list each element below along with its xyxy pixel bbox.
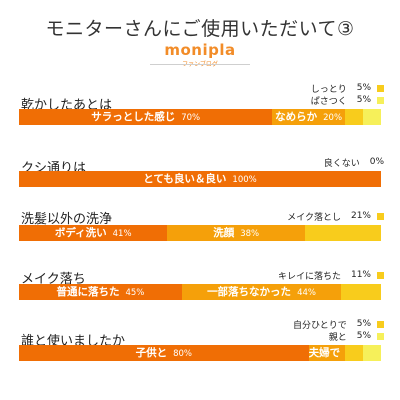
segment-category: 普通に落ちた <box>56 286 120 298</box>
chart-section: 洗髪以外の洗浄 メイク落とし 21% ボディ洗い 41% 洗顔 38% <box>0 203 400 283</box>
chart-section: 乾かしたあとは しっとり 5% ぱさつく 5% サラっとした感じ 70% なめらか 20% <box>0 82 400 162</box>
bar-segment: なめらか 20% <box>272 109 345 125</box>
segment-label: とても良い＆良い 100% <box>19 171 381 187</box>
segment-value: 20% <box>323 113 343 123</box>
chart-title: 洗髪以外の洗浄 <box>21 212 113 227</box>
legend-label: 自分ひとりで <box>292 320 347 331</box>
segment-category: 洗顔 <box>213 227 235 239</box>
legend-swatch <box>377 332 384 340</box>
legend-label: 良くない <box>323 158 360 169</box>
segment-value: 38% <box>240 229 260 239</box>
bar-segment <box>362 345 381 361</box>
segment-value: 80% <box>173 349 192 359</box>
segment-category: なめらか <box>275 111 318 123</box>
segment-label: 一部落ちなかった 44% <box>182 284 341 300</box>
bar-segment: 一部落ちなかった 44% <box>181 284 342 300</box>
bar-segment: サラっとした感じ 70% <box>19 109 273 125</box>
segment-value: 100% <box>232 175 257 185</box>
legend-value: 5% <box>356 83 371 93</box>
legend-entry: ぱさつく 5% <box>310 94 384 107</box>
segment-label: 洗顔 38% <box>167 225 305 241</box>
segment-category: ボディ洗い <box>54 227 107 239</box>
segment-category: とても良い＆良い <box>143 173 227 185</box>
segment-category: 一部落ちなかった <box>207 286 292 298</box>
segment-label: 子供と 80% <box>19 345 309 361</box>
bar-segment <box>304 225 381 241</box>
bar-segment: ボディ洗い 41% <box>19 225 168 241</box>
segment-label: なめらか 20% <box>272 109 344 125</box>
bar-segment: 子供と 80% <box>19 345 309 361</box>
segment-label: 普通に落ちた 45% <box>19 284 182 300</box>
bar-segment: 洗顔 38% <box>167 225 305 241</box>
legend-value: 11% <box>350 270 371 280</box>
monipla-logo: monipla <box>164 41 236 59</box>
segment-category: サラっとした感じ <box>91 111 176 123</box>
segment-label: ボディ洗い 41% <box>19 225 167 241</box>
legend-entry: キレイに落ちた 11% <box>277 269 384 282</box>
legend-swatch <box>377 271 384 279</box>
bar-segment: 夫婦で10% <box>308 345 345 361</box>
legend-label: ぱさつく <box>310 96 347 107</box>
legend-value: 5% <box>356 95 371 105</box>
legend-entry: しっとり 5% <box>310 82 384 95</box>
bar-segment <box>341 284 381 300</box>
segment-value: 45% <box>125 288 145 298</box>
legend-entry: 良くない 0% <box>323 156 384 169</box>
segment-label: 夫婦で10% <box>309 345 345 361</box>
legend-value: 0% <box>369 157 384 167</box>
bar-segment <box>362 109 381 125</box>
chart-section: クシ通りは 良くない 0% とても良い＆良い 100% <box>0 145 400 225</box>
legend-entry: メイク落とし 21% <box>287 210 384 223</box>
segment-value: 70% <box>181 113 201 123</box>
stacked-bar: 子供と 80% 夫婦で10% <box>19 345 381 361</box>
legend-value: 5% <box>356 319 371 329</box>
segment-label: サラっとした感じ 70% <box>19 109 272 125</box>
bar-segment <box>344 109 363 125</box>
stacked-bar: とても良い＆良い 100% <box>19 171 381 187</box>
legend-value: 5% <box>356 331 371 341</box>
stacked-bar: 普通に落ちた 45% 一部落ちなかった 44% <box>19 284 381 300</box>
legend-entry: 親と 5% <box>328 330 384 343</box>
legend-label: メイク落とし <box>287 212 341 223</box>
stacked-bar: サラっとした感じ 70% なめらか 20% <box>19 109 381 125</box>
legend-swatch <box>377 320 384 328</box>
segment-category: 夫婦で <box>308 347 341 359</box>
segment-value: 44% <box>297 288 316 298</box>
legend-swatch <box>377 96 384 104</box>
chart-title: メイク落ち <box>21 272 86 287</box>
logo-divider <box>150 64 250 65</box>
stacked-bar: ボディ洗い 41% 洗顔 38% <box>19 225 381 241</box>
segment-value: 41% <box>112 229 132 239</box>
legend-entry: 自分ひとりで 5% <box>292 318 384 331</box>
legend-swatch <box>377 212 384 220</box>
legend-label: キレイに落ちた <box>277 271 341 282</box>
segment-category: 子供と <box>135 347 168 359</box>
bar-segment: とても良い＆良い 100% <box>19 171 381 187</box>
legend-swatch <box>377 84 384 92</box>
page-title: モニターさんにご使用いただいて③ <box>45 18 355 40</box>
legend-label: しっとり <box>310 84 347 95</box>
chart-section: メイク落ち キレイに落ちた 11% 普通に落ちた 45% 一部落ちなかった 44% <box>0 263 400 343</box>
bar-segment <box>344 345 363 361</box>
legend-label: 親と <box>328 332 347 343</box>
legend-value: 21% <box>350 211 371 221</box>
bar-segment: 普通に落ちた 45% <box>19 284 182 300</box>
